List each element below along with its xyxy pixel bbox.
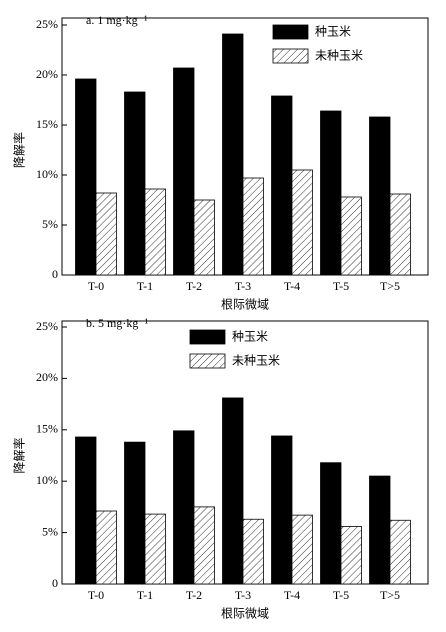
bar	[242, 177, 264, 276]
bar	[271, 95, 293, 276]
bar	[173, 67, 195, 276]
x-tick-label: T-4	[284, 588, 300, 602]
bar	[75, 78, 97, 276]
y-tick-label: 25%	[36, 319, 58, 333]
bar	[271, 435, 293, 585]
bar	[193, 506, 215, 585]
y-tick-label: 15%	[36, 117, 58, 131]
bar	[222, 397, 244, 585]
bar	[193, 199, 215, 276]
bar	[369, 116, 391, 276]
x-tick-label: T-0	[88, 279, 104, 293]
legend-label: 种玉米	[315, 25, 351, 39]
x-tick-label: T-2	[186, 279, 202, 293]
y-tick-label: 5%	[42, 524, 58, 538]
bar	[242, 518, 264, 585]
y-axis-label: 降解率	[12, 437, 27, 473]
x-axis-label: 根际微域	[221, 298, 269, 312]
x-tick-label: T-5	[333, 588, 349, 602]
legend-label: 种玉米	[232, 330, 268, 344]
bar	[291, 169, 313, 276]
chart-title: a. 1 mg·kg⁻¹	[86, 13, 148, 27]
x-tick-label: T-4	[284, 279, 300, 293]
bar	[124, 441, 146, 585]
y-tick-label: 20%	[36, 67, 58, 81]
x-tick-label: T>5	[380, 588, 400, 602]
bar	[95, 192, 117, 276]
legend-swatch	[272, 48, 309, 64]
x-axis-label: 根际微域	[221, 607, 269, 621]
bar	[320, 462, 342, 585]
bar	[340, 196, 362, 276]
y-tick-label: 25%	[36, 17, 58, 31]
bar	[369, 475, 391, 585]
y-tick-label: 5%	[42, 217, 58, 231]
chart-title: b. 5 mg·kg⁻¹	[86, 316, 149, 330]
legend-swatch	[189, 353, 226, 369]
y-axis-label: 降解率	[12, 132, 27, 168]
x-tick-label: T-3	[235, 279, 251, 293]
bar	[320, 110, 342, 276]
x-tick-label: T-1	[137, 279, 153, 293]
bar	[222, 33, 244, 276]
legend-swatch	[272, 24, 309, 40]
y-tick-label: 20%	[36, 370, 58, 384]
bar	[389, 193, 411, 276]
bar	[144, 188, 166, 276]
bar	[124, 91, 146, 276]
y-tick-label: 0	[52, 267, 58, 281]
bar	[75, 436, 97, 585]
x-tick-label: T-0	[88, 588, 104, 602]
legend-label: 未种玉米	[315, 49, 363, 63]
x-tick-label: T>5	[380, 279, 400, 293]
bar	[95, 510, 117, 585]
y-tick-label: 10%	[36, 473, 58, 487]
y-tick-label: 15%	[36, 422, 58, 436]
bar	[144, 513, 166, 585]
x-tick-label: T-1	[137, 588, 153, 602]
legend-swatch	[189, 329, 226, 345]
bar	[291, 514, 313, 585]
x-tick-label: T-3	[235, 588, 251, 602]
x-tick-label: T-2	[186, 588, 202, 602]
y-tick-label: 0	[52, 576, 58, 590]
bar	[340, 526, 362, 585]
y-tick-label: 10%	[36, 167, 58, 181]
legend-label: 未种玉米	[232, 354, 280, 368]
x-tick-label: T-5	[333, 279, 349, 293]
bar	[173, 430, 195, 585]
bar	[389, 519, 411, 585]
